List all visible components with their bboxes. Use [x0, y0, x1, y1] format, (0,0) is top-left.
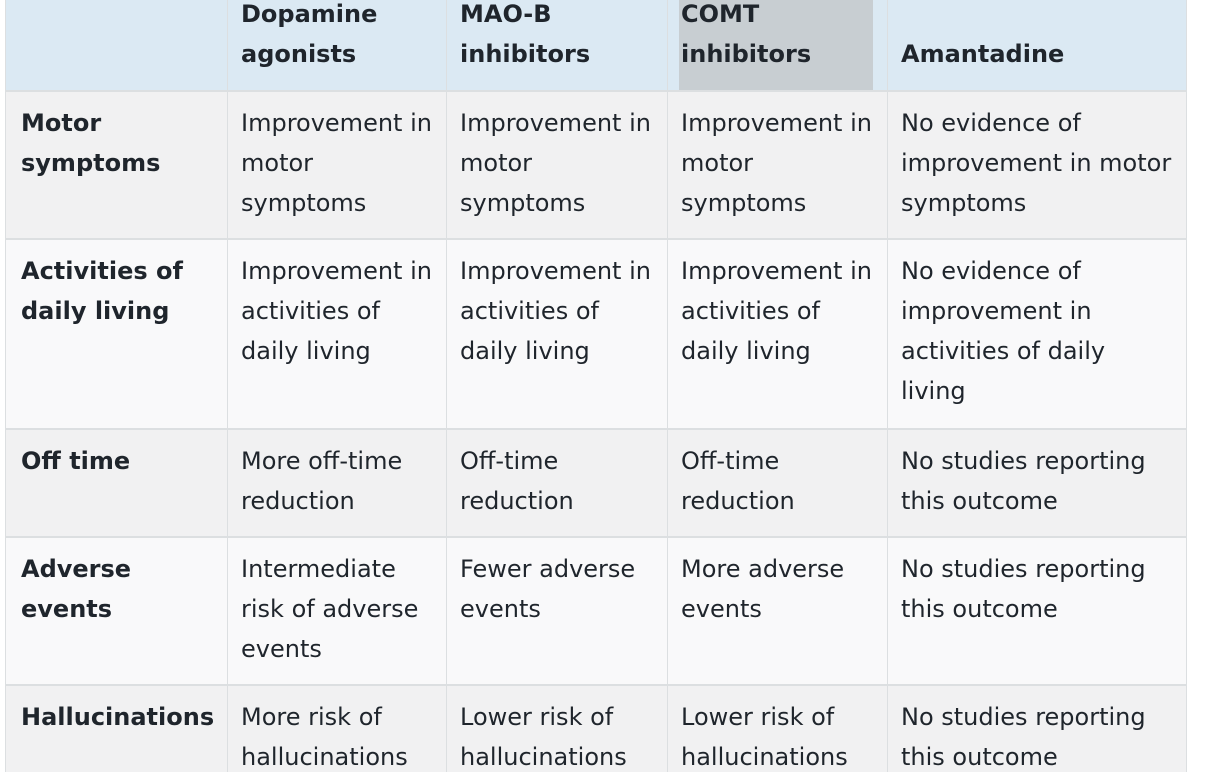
row-header-activities-of-daily-living: Activities of daily living	[5, 238, 228, 430]
cell-motor-symptoms-dopamine-agonists: Improvement in motor symptoms	[227, 90, 447, 240]
cell-off-time-comt-inhibitors: Off-time reduction	[667, 428, 888, 538]
row-header-off-time: Off time	[5, 428, 228, 538]
cell-hallucinations-amantadine: No studies reporting this outcome	[887, 684, 1187, 772]
cell-adverse-events-dopamine-agonists: Intermediate risk of adverse events	[227, 536, 447, 686]
cell-motor-symptoms-comt-inhibitors: Improvement in motor symptoms	[667, 90, 888, 240]
column-header-label: MAO-B inhibitors	[460, 0, 591, 68]
header-row: Dopamine agonists MAO-B inhibitors COMT …	[5, 0, 1187, 92]
treatment-comparison-table: Dopamine agonists MAO-B inhibitors COMT …	[5, 0, 1187, 772]
corner-cell	[5, 0, 228, 92]
column-header-maob-inhibitors[interactable]: MAO-B inhibitors	[446, 0, 668, 92]
cell-motor-symptoms-maob-inhibitors: Improvement in motor symptoms	[446, 90, 668, 240]
cell-hallucinations-dopamine-agonists: More risk of hallucinations	[227, 684, 447, 772]
table-row-hallucinations: Hallucinations More risk of hallucinatio…	[5, 684, 1187, 772]
row-header-adverse-events: Adverse events	[5, 536, 228, 686]
cell-adverse-events-amantadine: No studies reporting this outcome	[887, 536, 1187, 686]
cell-adverse-events-maob-inhibitors: Fewer adverse events	[446, 536, 668, 686]
table-row-activities-of-daily-living: Activities of daily living Improvement i…	[5, 238, 1187, 430]
table-row-off-time: Off time More off-time reduction Off-tim…	[5, 428, 1187, 538]
column-header-label: COMT inhibitors	[681, 0, 812, 68]
table-row-motor-symptoms: Motor symptoms Improvement in motor symp…	[5, 90, 1187, 240]
selection-highlight	[679, 0, 873, 89]
column-header-comt-inhibitors[interactable]: COMT inhibitors	[667, 0, 888, 92]
row-header-motor-symptoms: Motor symptoms	[5, 90, 228, 240]
cell-hallucinations-maob-inhibitors: Lower risk of hallucinations	[446, 684, 668, 772]
column-header-amantadine[interactable]: Amantadine	[887, 0, 1187, 92]
column-header-label: Dopamine agonists	[241, 0, 378, 68]
column-header-dopamine-agonists[interactable]: Dopamine agonists	[227, 0, 447, 92]
cell-adl-comt-inhibitors: Improvement in activities of daily livin…	[667, 238, 888, 430]
cell-motor-symptoms-amantadine: No evidence of improvement in motor symp…	[887, 90, 1187, 240]
cell-adverse-events-comt-inhibitors: More adverse events	[667, 536, 888, 686]
cell-off-time-amantadine: No studies reporting this outcome	[887, 428, 1187, 538]
cell-hallucinations-comt-inhibitors: Lower risk of hallucinations	[667, 684, 888, 772]
cell-adl-amantadine: No evidence of improvement in activities…	[887, 238, 1187, 430]
cell-adl-maob-inhibitors: Improvement in activities of daily livin…	[446, 238, 668, 430]
cell-off-time-maob-inhibitors: Off-time reduction	[446, 428, 668, 538]
cell-off-time-dopamine-agonists: More off-time reduction	[227, 428, 447, 538]
column-header-label: Amantadine	[901, 40, 1065, 68]
cell-adl-dopamine-agonists: Improvement in activities of daily livin…	[227, 238, 447, 430]
row-header-hallucinations: Hallucinations	[5, 684, 228, 772]
table-row-adverse-events: Adverse events Intermediate risk of adve…	[5, 536, 1187, 686]
